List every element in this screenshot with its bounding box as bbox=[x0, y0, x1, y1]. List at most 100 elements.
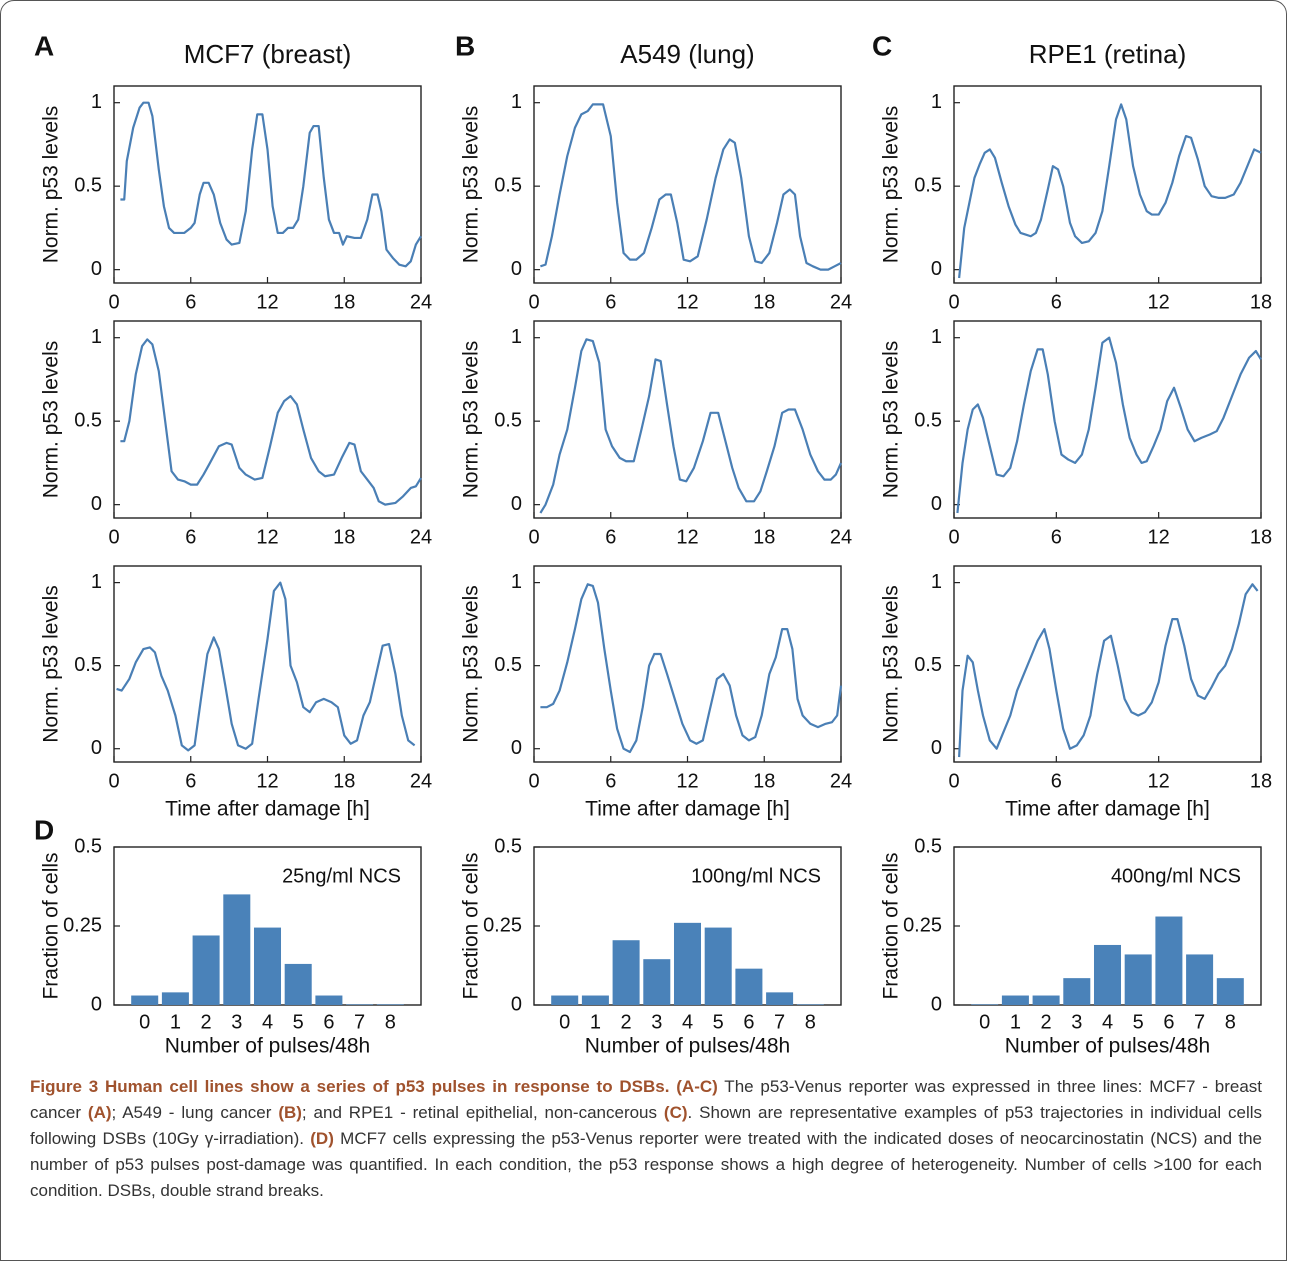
y-axis-label: Fraction of cells bbox=[880, 852, 903, 999]
y-axis-label: Norm. p53 levels bbox=[880, 341, 903, 499]
x-tick-label: 18 bbox=[1250, 526, 1272, 548]
y-axis-label: Fraction of cells bbox=[40, 852, 63, 999]
x-tick-label: 6 bbox=[605, 770, 616, 792]
y-tick-label: 0 bbox=[931, 493, 942, 515]
axes-frame bbox=[113, 565, 422, 763]
x-tick-label: 7 bbox=[774, 1011, 785, 1033]
bar bbox=[643, 959, 671, 1005]
x-tick-label: 12 bbox=[256, 526, 278, 548]
x-tick-label: 0 bbox=[528, 770, 539, 792]
bar bbox=[1001, 995, 1029, 1005]
x-tick-label: 4 bbox=[262, 1011, 273, 1033]
caption: Figure 3 Human cell lines show a series … bbox=[30, 1074, 1262, 1204]
x-tick-label: 6 bbox=[1051, 291, 1062, 313]
y-tick-label: 0.25 bbox=[483, 914, 522, 936]
bar bbox=[1216, 978, 1244, 1005]
caption-bold: (B) bbox=[278, 1103, 302, 1122]
y-tick-label: 0 bbox=[931, 258, 942, 280]
chart-title: MCF7 (breast) bbox=[184, 39, 352, 69]
axes-frame bbox=[953, 85, 1262, 284]
x-tick-label: 18 bbox=[333, 291, 355, 313]
x-tick-label: 12 bbox=[1148, 526, 1170, 548]
x-tick-label: 0 bbox=[528, 526, 539, 548]
annotation: 25ng/ml NCS bbox=[282, 865, 401, 887]
data-line bbox=[958, 103, 1262, 279]
x-tick-label: 24 bbox=[830, 526, 852, 548]
bar bbox=[1155, 916, 1183, 1005]
x-tick-label: 6 bbox=[605, 291, 616, 313]
y-tick-label: 0 bbox=[91, 493, 102, 515]
bar bbox=[1063, 978, 1091, 1005]
caption-text: The p53-Venus reporter was expressed in … bbox=[30, 1077, 1262, 1122]
x-tick-label: 0 bbox=[108, 770, 119, 792]
bar bbox=[704, 927, 732, 1005]
bar bbox=[612, 940, 640, 1005]
y-tick-label: 0 bbox=[511, 493, 522, 515]
caption-text: . Shown are representative examples of p… bbox=[30, 1103, 1263, 1148]
x-axis-label: Time after damage [h] bbox=[585, 798, 790, 821]
caption-bold: (D) bbox=[310, 1129, 334, 1148]
data-line bbox=[956, 336, 1262, 514]
bar bbox=[376, 1004, 404, 1005]
bar bbox=[1186, 954, 1214, 1005]
x-axis-label: Number of pulses/48h bbox=[1005, 1035, 1210, 1058]
bar bbox=[796, 1004, 824, 1005]
x-tick-label: 0 bbox=[559, 1011, 570, 1033]
bar bbox=[315, 995, 343, 1005]
caption-bold: Figure 3 Human cell lines show a series … bbox=[30, 1077, 718, 1096]
y-tick-label: 1 bbox=[91, 91, 102, 113]
x-tick-label: 18 bbox=[753, 526, 775, 548]
x-tick-label: 6 bbox=[323, 1011, 334, 1033]
x-tick-label: 12 bbox=[676, 526, 698, 548]
bar bbox=[284, 963, 312, 1005]
y-tick-label: 0.25 bbox=[63, 914, 102, 936]
y-axis-label: Norm. p53 levels bbox=[460, 106, 483, 264]
bar bbox=[1093, 944, 1122, 1005]
data-line bbox=[540, 583, 843, 754]
y-tick-label: 0.5 bbox=[494, 654, 522, 676]
y-tick-label: 1 bbox=[931, 91, 942, 113]
x-tick-label: 12 bbox=[256, 770, 278, 792]
bar bbox=[192, 935, 220, 1005]
x-tick-label: 18 bbox=[753, 291, 775, 313]
y-tick-label: 0.5 bbox=[74, 409, 102, 431]
x-tick-label: 6 bbox=[1163, 1011, 1174, 1033]
y-tick-label: 0.5 bbox=[914, 174, 942, 196]
y-tick-label: 0.5 bbox=[914, 654, 942, 676]
x-tick-label: 0 bbox=[948, 291, 959, 313]
x-tick-label: 1 bbox=[170, 1011, 181, 1033]
y-tick-label: 0.5 bbox=[74, 835, 102, 857]
y-tick-label: 1 bbox=[511, 91, 522, 113]
x-tick-label: 3 bbox=[651, 1011, 662, 1033]
y-tick-label: 1 bbox=[91, 326, 102, 348]
x-tick-label: 0 bbox=[948, 770, 959, 792]
x-tick-label: 1 bbox=[590, 1011, 601, 1033]
y-tick-label: 1 bbox=[931, 571, 942, 593]
bar bbox=[735, 968, 763, 1005]
y-tick-label: 0 bbox=[511, 258, 522, 280]
y-tick-label: 1 bbox=[91, 571, 102, 593]
y-tick-label: 0.5 bbox=[494, 835, 522, 857]
y-tick-label: 0.5 bbox=[914, 835, 942, 857]
annotation: 100ng/ml NCS bbox=[691, 865, 821, 887]
bar bbox=[1032, 995, 1060, 1005]
data-line bbox=[120, 101, 422, 268]
y-tick-label: 1 bbox=[511, 326, 522, 348]
y-axis-label: Fraction of cells bbox=[460, 852, 483, 999]
x-tick-label: 6 bbox=[185, 770, 196, 792]
data-line bbox=[120, 338, 422, 506]
bar bbox=[161, 992, 189, 1005]
x-tick-label: 7 bbox=[354, 1011, 365, 1033]
caption-text: MCF7 cells expressing the p53-Venus repo… bbox=[30, 1129, 1262, 1200]
x-tick-label: 1 bbox=[1010, 1011, 1021, 1033]
figure: A B C D 0 0.5 1 Norm. p53 levels MCF7 (breas… bbox=[34, 30, 1272, 1058]
caption-bold: (C) bbox=[663, 1103, 688, 1122]
x-tick-label: 18 bbox=[1250, 291, 1272, 313]
bar bbox=[673, 922, 702, 1005]
x-tick-label: 0 bbox=[108, 291, 119, 313]
bar bbox=[1124, 954, 1152, 1005]
y-tick-label: 0.5 bbox=[494, 409, 522, 431]
chart-title: RPE1 (retina) bbox=[1029, 39, 1187, 69]
